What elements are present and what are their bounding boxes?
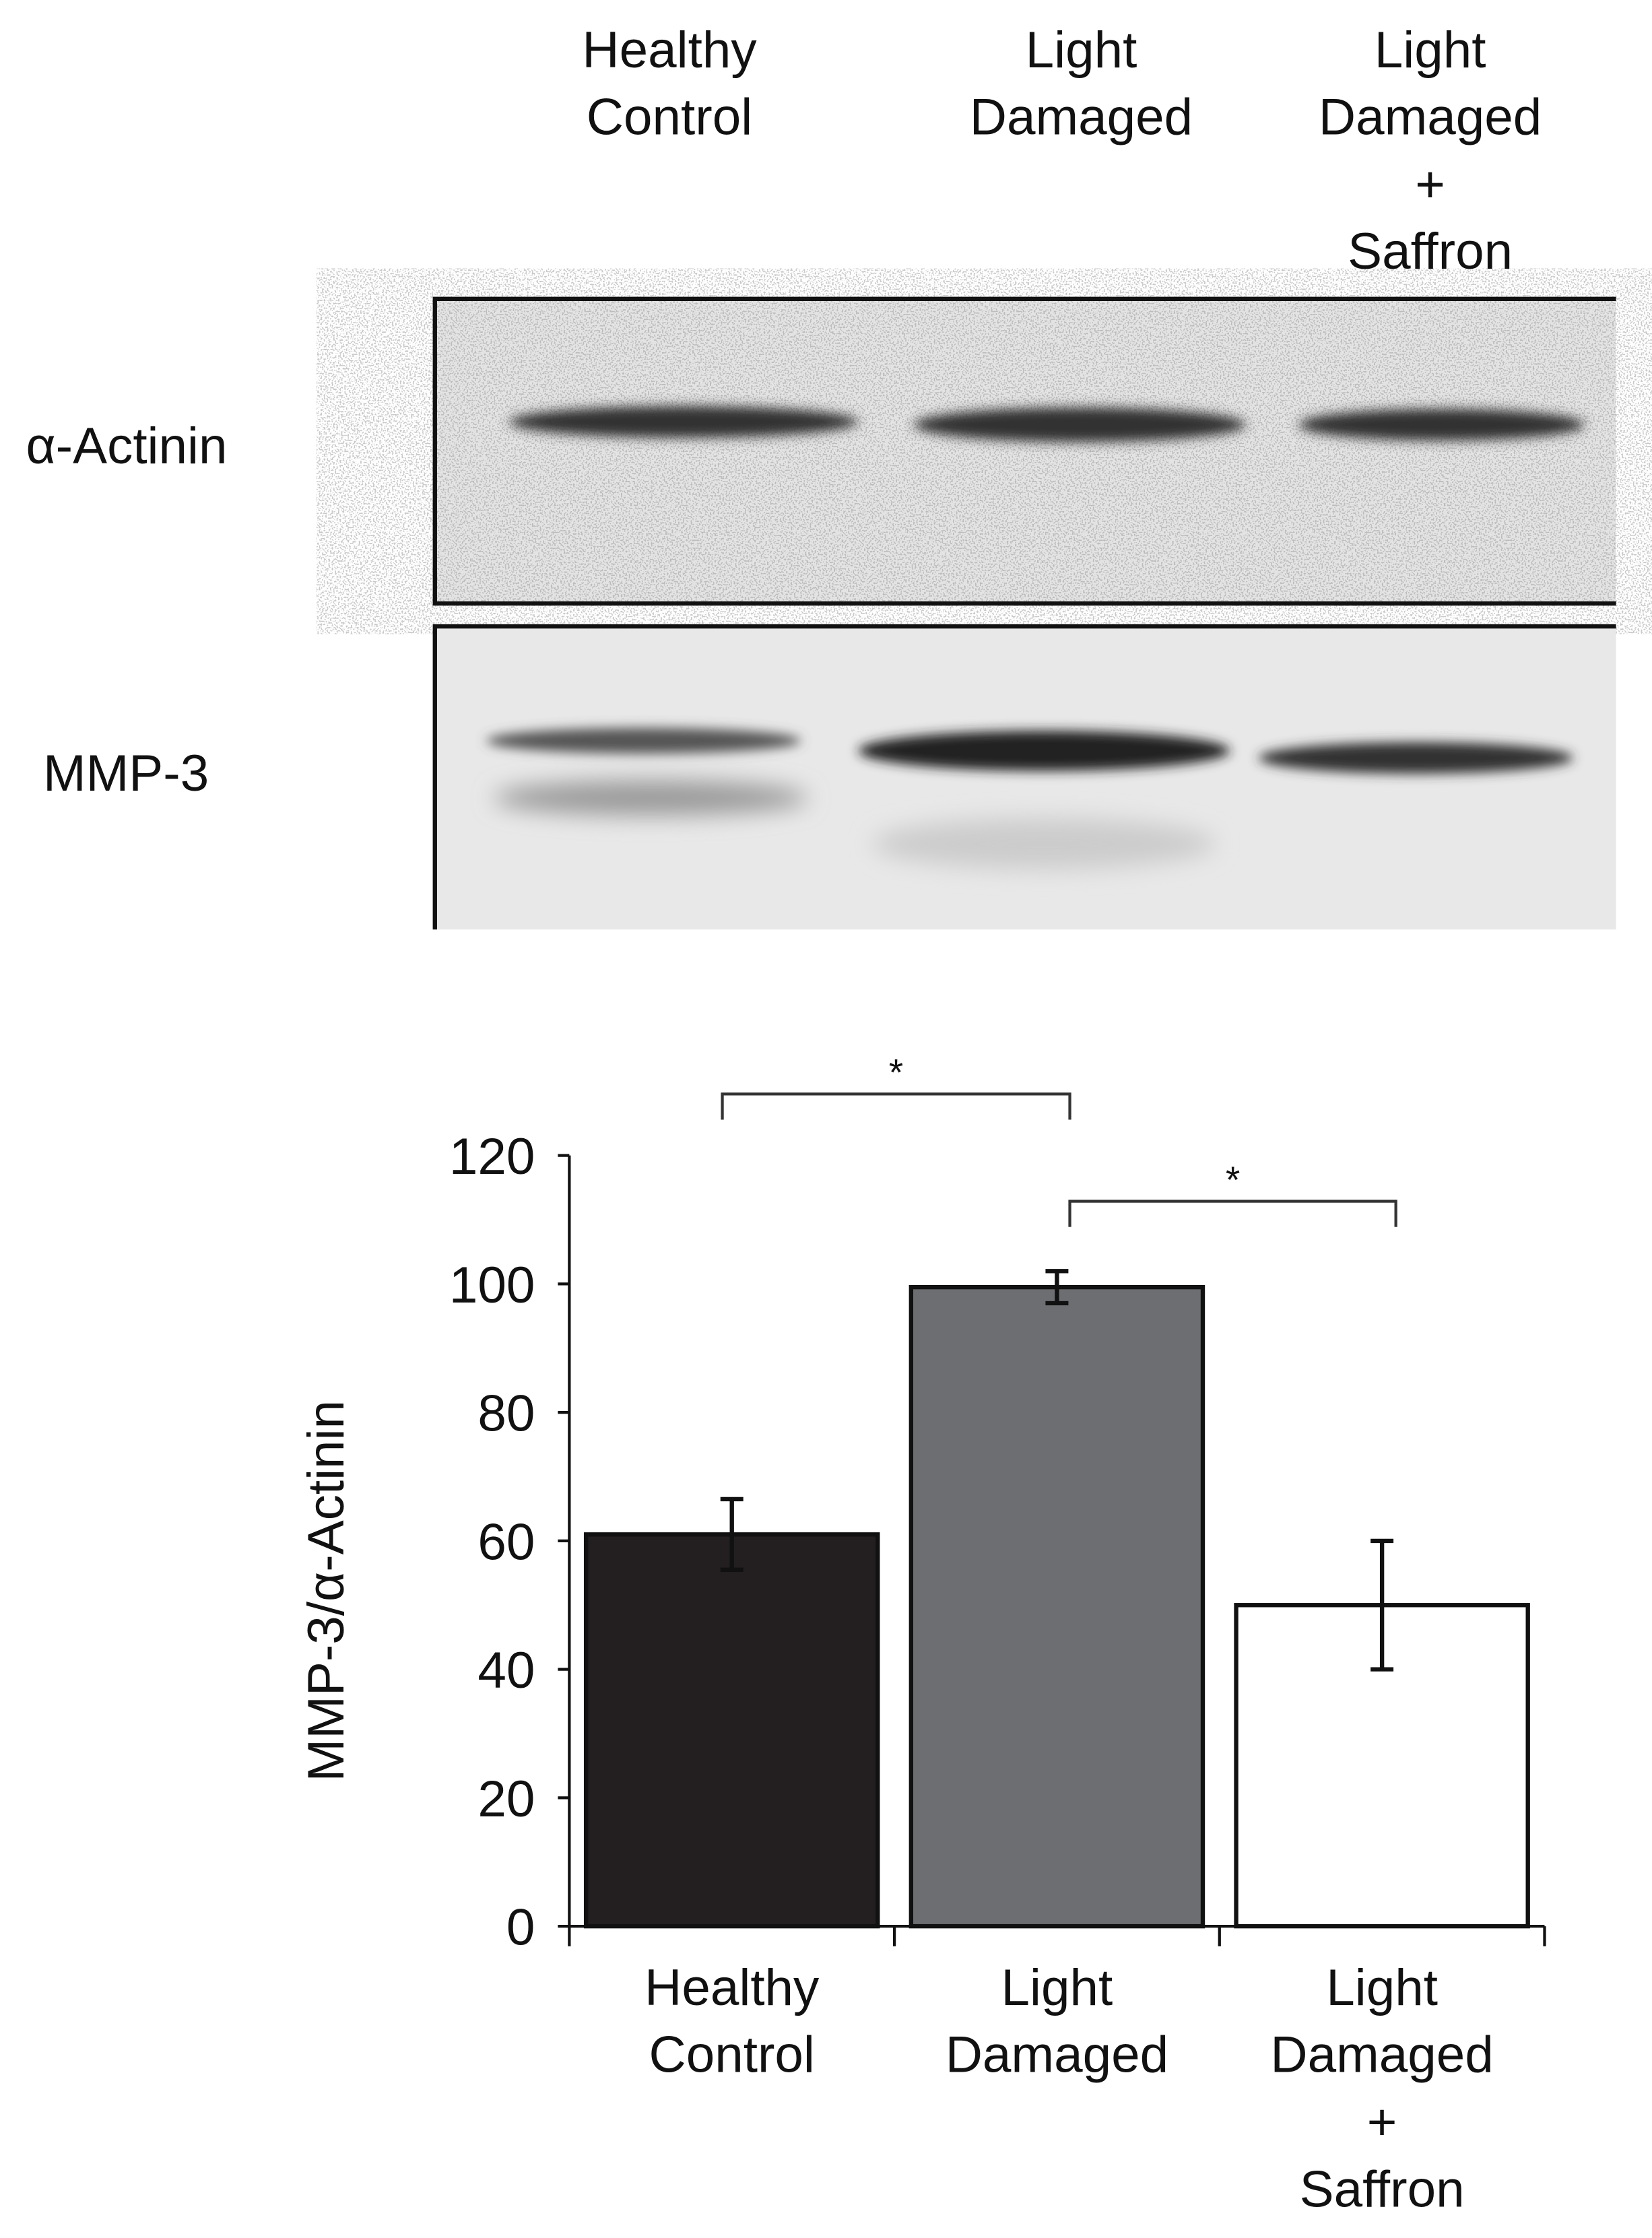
bar: [908, 1284, 1205, 1929]
y-tick-label: 0: [506, 1899, 535, 1956]
lane-label: Light Damaged: [970, 22, 1193, 146]
y-tick-label: 120: [449, 1128, 535, 1185]
significance-bracket: [721, 1092, 1071, 1120]
row-label: α-Actinin: [26, 418, 228, 475]
y-tick-label: 20: [477, 1771, 535, 1828]
significance-label: *: [1226, 1159, 1240, 1201]
significance-label: *: [889, 1052, 903, 1094]
error-bar: [1370, 1538, 1394, 1672]
y-axis-label: MMP-3/α-Actinin: [298, 1400, 355, 1782]
bar: [583, 1532, 880, 1929]
y-tick-label: 60: [477, 1513, 535, 1571]
lane-label: Healthy Control: [582, 22, 757, 146]
blot-mmp3: [432, 624, 1616, 930]
y-tick-label: 40: [477, 1642, 535, 1699]
significance-bracket: [1068, 1199, 1397, 1227]
x-tick-label: Light Damaged + Saffron: [1270, 1959, 1493, 2218]
y-tick-label: 100: [449, 1257, 535, 1314]
row-label: MMP-3: [43, 745, 209, 802]
y-tick-label: 80: [477, 1385, 535, 1443]
lane-label: Light Damaged + Saffron: [1319, 22, 1542, 280]
error-bar: [720, 1496, 744, 1572]
error-bar: [1045, 1269, 1069, 1306]
x-tick-label: Healthy Control: [645, 1959, 820, 2084]
x-tick-label: Light Damaged: [946, 1959, 1168, 2084]
blot-actinin: [432, 296, 1616, 606]
